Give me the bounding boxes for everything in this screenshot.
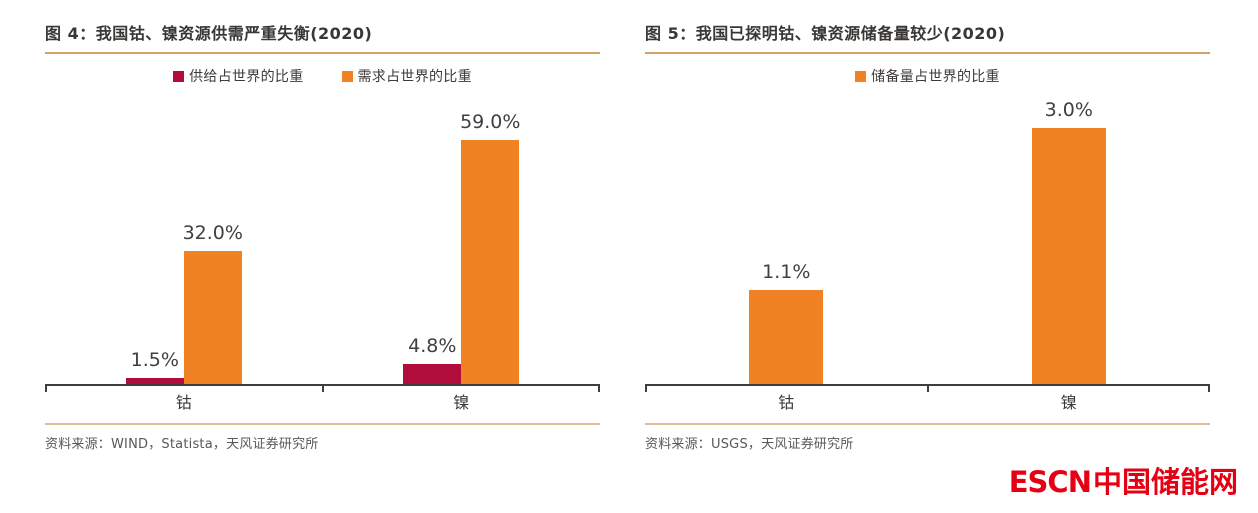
- figure-5: 图 5：我国已探明钴、镍资源储备量较少(2020) 储备量占世界的比重 1.1%…: [645, 24, 1210, 452]
- bar-value-label: 1.5%: [130, 348, 179, 371]
- axis-tick-right: [1208, 384, 1210, 392]
- axis-tick-center: [321, 384, 324, 392]
- bar: 4.8%: [403, 335, 462, 384]
- figure-4-plot-area: 1.5% 32.0% 4.8% 59.0%: [45, 96, 601, 392]
- bar: 1.1%: [749, 261, 824, 384]
- legend-swatch-icon: [341, 70, 353, 82]
- bar-value-label: 4.8%: [408, 335, 457, 358]
- category-group: 1.5% 32.0%: [45, 96, 323, 384]
- category-label: 钴: [175, 393, 192, 412]
- legend-swatch-icon: [173, 70, 185, 82]
- bar: 3.0%: [1031, 99, 1106, 384]
- legend-item: 储备量占世界的比重: [855, 66, 1000, 86]
- legend-label: 供给占世界的比重: [189, 69, 304, 85]
- bar-rect: [1031, 128, 1106, 384]
- bar-value-label: 32.0%: [182, 222, 243, 245]
- figure-4-legend: 供给占世界的比重 需求占世界的比重: [45, 66, 600, 86]
- bar-rect: [183, 251, 242, 384]
- axis-tick-right: [598, 384, 600, 392]
- figure-5-source: 资料来源：USGS，天风证券研究所: [645, 437, 854, 452]
- bar-rect: [403, 364, 462, 384]
- figure-5-title: 图 5：我国已探明钴、镍资源储备量较少(2020): [645, 24, 1210, 54]
- category-label: 钴: [778, 393, 795, 412]
- legend-label: 需求占世界的比重: [357, 69, 472, 85]
- figures-row: 图 4：我国钴、镍资源供需严重失衡(2020) 供给占世界的比重 需求占世界的比重…: [45, 24, 1210, 452]
- figure-4-title: 图 4：我国钴、镍资源供需严重失衡(2020): [45, 24, 600, 54]
- figure-5-plot-area: 1.1% 3.0%: [645, 96, 1211, 392]
- bar-value-label: 59.0%: [460, 110, 521, 133]
- legend-item: 需求占世界的比重: [341, 66, 472, 86]
- figure-4: 图 4：我国钴、镍资源供需严重失衡(2020) 供给占世界的比重 需求占世界的比重…: [45, 24, 600, 452]
- figure-5-source-divider: [645, 423, 1210, 425]
- axis-tick-left: [645, 384, 647, 392]
- legend-swatch-icon: [855, 70, 867, 82]
- bar-rect: [749, 290, 824, 384]
- figure-4-category-axis: 钴镍: [45, 393, 600, 413]
- bar: 1.5%: [125, 348, 184, 384]
- axis-tick-left: [45, 384, 47, 392]
- bar-value-label: 1.1%: [762, 261, 811, 284]
- legend-item: 供给占世界的比重: [173, 66, 303, 86]
- bar: 32.0%: [182, 222, 243, 384]
- figure-5-category-axis: 钴镍: [645, 393, 1210, 413]
- bar-value-label: 3.0%: [1044, 99, 1093, 122]
- category-label: 镍: [1060, 393, 1077, 412]
- legend-label: 储备量占世界的比重: [871, 69, 1000, 85]
- bar-rect: [125, 377, 184, 384]
- figure-4-source: 资料来源：WIND，Statista，天风证券研究所: [45, 437, 319, 452]
- bar: 59.0%: [460, 110, 521, 384]
- escn-logo-cjk: 中国储能网: [1092, 465, 1238, 499]
- category-group: 4.8% 59.0%: [323, 96, 601, 384]
- escn-logo-latin: ESCN: [1008, 465, 1092, 499]
- category-group: 3.0%: [928, 96, 1211, 384]
- axis-tick-center: [926, 384, 929, 392]
- bar-rect: [461, 139, 520, 384]
- escn-logo: ESCN中国储能网: [1009, 467, 1238, 497]
- figure-4-source-divider: [45, 423, 600, 425]
- category-label: 镍: [453, 393, 470, 412]
- figure-5-legend: 储备量占世界的比重: [645, 66, 1210, 86]
- category-group: 1.1%: [645, 96, 928, 384]
